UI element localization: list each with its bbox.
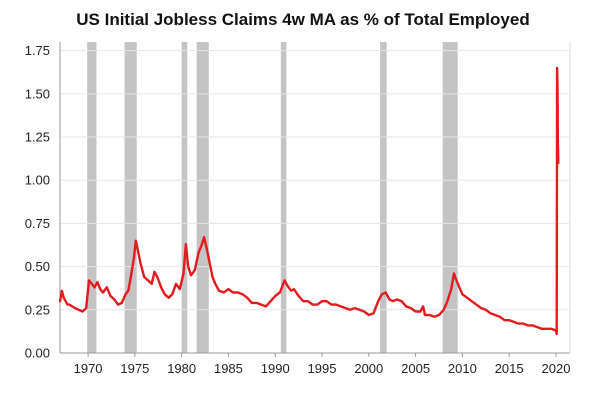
recession-band-2 bbox=[181, 42, 188, 353]
y-tick-labels: 0.00 0.25 0.50 0.75 1.00 1.25 1.50 1.75 bbox=[25, 43, 50, 360]
y-tick-label-3: 0.75 bbox=[25, 216, 50, 231]
y-tick-label-6: 1.50 bbox=[25, 86, 50, 101]
x-tick-label-0: 1970 bbox=[74, 361, 103, 376]
x-tick-label-8: 2010 bbox=[448, 361, 477, 376]
series-lines bbox=[58, 66, 560, 336]
recession-band-0 bbox=[87, 42, 97, 353]
chart-title: US Initial Jobless Claims 4w MA as % of … bbox=[76, 10, 530, 29]
recession-band-5 bbox=[380, 42, 387, 353]
x-tick-label-5: 1995 bbox=[308, 361, 337, 376]
y-tick-label-2: 0.50 bbox=[25, 259, 50, 274]
y-tick-label-7: 1.75 bbox=[25, 43, 50, 58]
x-tick-label-4: 1990 bbox=[261, 361, 290, 376]
x-tick-label-7: 2005 bbox=[401, 361, 430, 376]
x-tick-label-1: 1975 bbox=[120, 361, 149, 376]
recession-band-1 bbox=[124, 42, 137, 353]
x-tick-label-6: 2000 bbox=[354, 361, 383, 376]
recession-band-3 bbox=[196, 42, 209, 353]
x-tick-label-3: 1985 bbox=[214, 361, 243, 376]
x-tick-label-10: 2020 bbox=[542, 361, 571, 376]
x-tick-label-9: 2015 bbox=[495, 361, 524, 376]
x-tick-label-2: 1980 bbox=[167, 361, 196, 376]
recession-bands bbox=[87, 42, 458, 353]
recession-band-4 bbox=[280, 42, 287, 353]
y-tick-label-4: 1.00 bbox=[25, 173, 50, 188]
x-tick-labels: 1970 1975 1980 1985 1990 1995 2000 2005 2010 2015… bbox=[74, 353, 571, 376]
y-tick-label-0: 0.00 bbox=[25, 346, 50, 361]
series-line-0 bbox=[58, 66, 560, 336]
y-tick-label-5: 1.25 bbox=[25, 130, 50, 145]
y-tick-label-1: 0.25 bbox=[25, 302, 50, 317]
